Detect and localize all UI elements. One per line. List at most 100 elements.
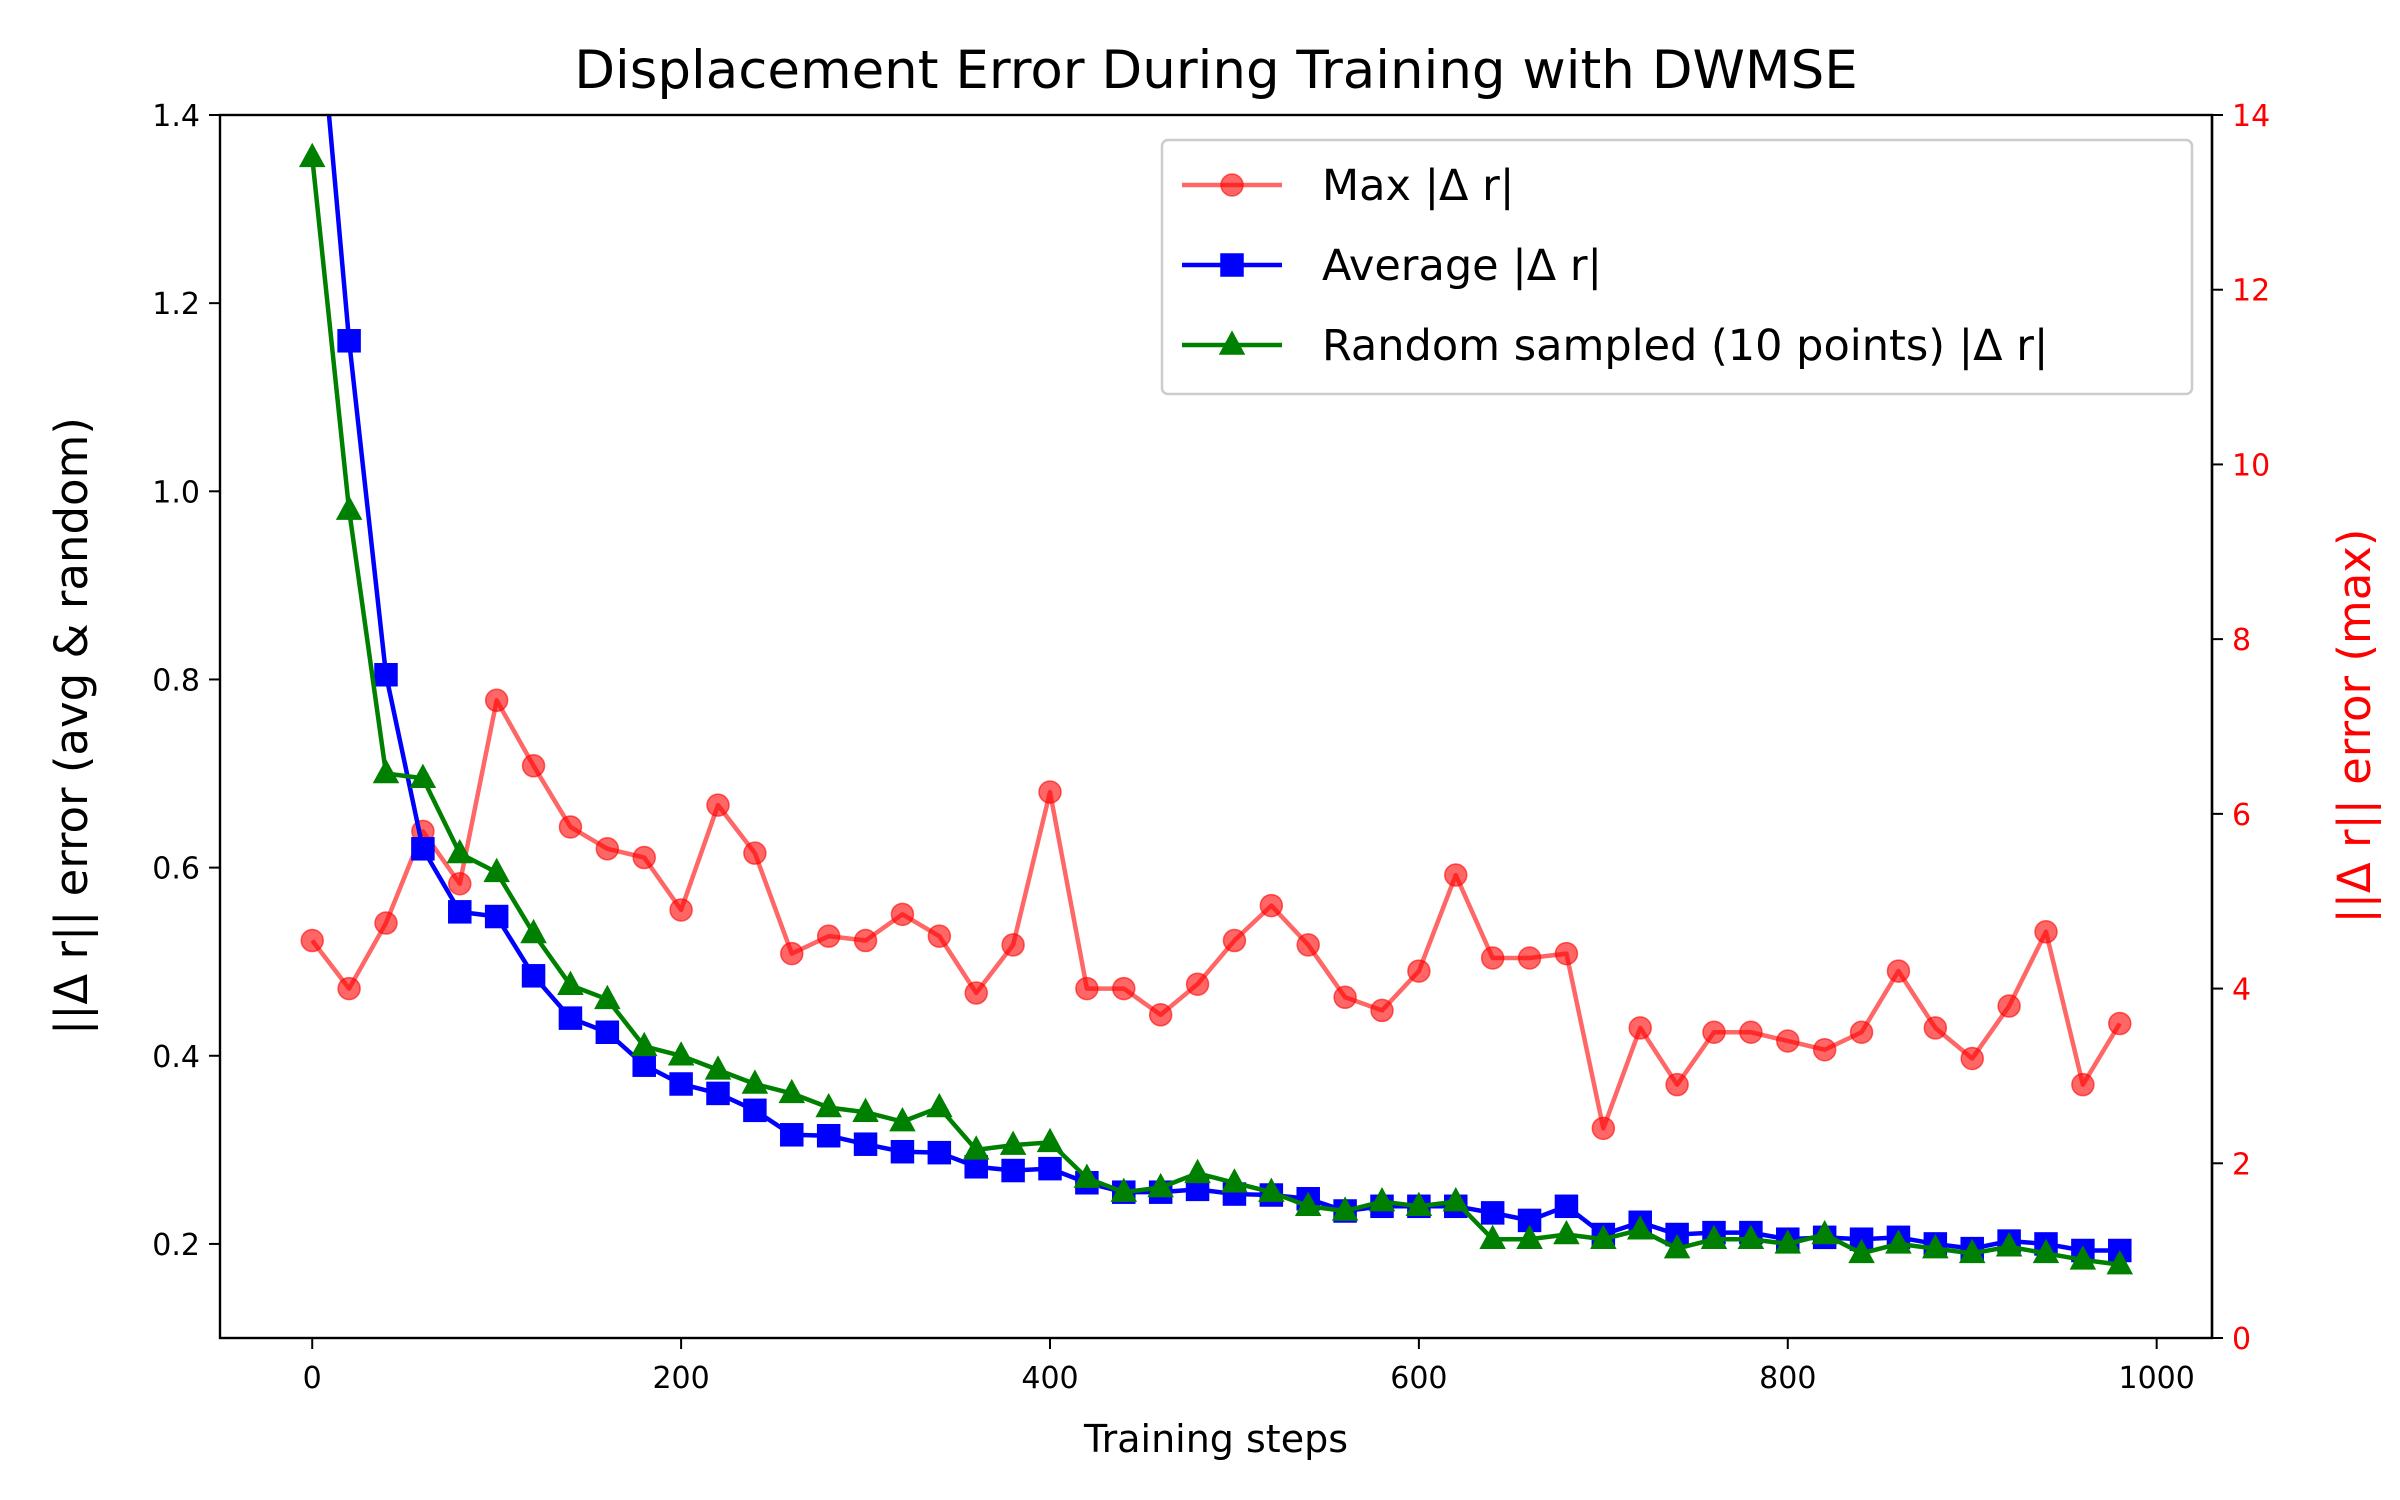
data-point bbox=[1258, 1177, 1285, 1202]
x-tick-label: 400 bbox=[1021, 1361, 1078, 1396]
data-point bbox=[1147, 1172, 1174, 1198]
data-point bbox=[483, 857, 510, 883]
data-point bbox=[1700, 1224, 1728, 1249]
data-point bbox=[595, 1020, 620, 1044]
chart-title: Displacement Error During Training with … bbox=[574, 40, 1858, 101]
data-point bbox=[1885, 1229, 1912, 1254]
data-point bbox=[1626, 1215, 1654, 1240]
data-point bbox=[927, 1140, 952, 1165]
data-point bbox=[1590, 1224, 1617, 1249]
data-point bbox=[1663, 1234, 1691, 1259]
data-point bbox=[1516, 1224, 1543, 1249]
y-right-tick-label: 10 bbox=[2232, 448, 2270, 483]
data-point bbox=[1517, 946, 1542, 970]
data-point bbox=[1368, 1187, 1396, 1212]
data-point bbox=[448, 900, 472, 924]
legend-marker bbox=[1220, 253, 1244, 277]
data-point bbox=[1073, 1163, 1101, 1188]
y-axis-left-label: ||Δ r|| error (avg & random) bbox=[45, 417, 98, 1035]
y-right-tick-label: 8 bbox=[2232, 623, 2251, 658]
data-point bbox=[1038, 780, 1062, 804]
data-point bbox=[298, 142, 326, 168]
data-point bbox=[962, 1135, 990, 1160]
data-point bbox=[1811, 1219, 1838, 1245]
data-point bbox=[1221, 1168, 1248, 1193]
data-point bbox=[926, 1092, 953, 1118]
data-point bbox=[1185, 972, 1210, 996]
data-point bbox=[2034, 920, 2058, 944]
x-tick-label: 600 bbox=[1390, 1361, 1447, 1396]
data-point bbox=[409, 763, 437, 788]
data-point bbox=[741, 1069, 769, 1094]
y-right-tick-label: 6 bbox=[2232, 798, 2251, 833]
data-point bbox=[1554, 941, 1579, 966]
data-point bbox=[853, 1132, 878, 1156]
data-point bbox=[1407, 959, 1431, 983]
data-point bbox=[1739, 1020, 1763, 1044]
data-point bbox=[1995, 1232, 2023, 1257]
x-axis: 0 200 400 600 800 1000 bbox=[303, 1338, 2195, 1396]
legend: Max |Δ r| Average |Δ r| Random sampled (10… bbox=[1160, 138, 2194, 396]
data-point bbox=[1628, 1016, 1652, 1040]
x-tick-label: 800 bbox=[1759, 1361, 1816, 1396]
data-point bbox=[1554, 1194, 1579, 1219]
data-point bbox=[669, 1072, 693, 1096]
data-point bbox=[1110, 1177, 1138, 1202]
data-point bbox=[557, 970, 584, 995]
data-point bbox=[1036, 1127, 1064, 1153]
data-point bbox=[1923, 1016, 1948, 1040]
data-point bbox=[816, 1123, 841, 1148]
data-point bbox=[484, 904, 509, 929]
data-point bbox=[815, 1092, 842, 1118]
data-point bbox=[1296, 933, 1320, 957]
data-point bbox=[374, 911, 398, 935]
data-point bbox=[337, 976, 361, 1001]
data-point bbox=[337, 329, 361, 353]
legend-label: Max |Δ r| bbox=[1322, 161, 1514, 211]
y-right-tick-label: 0 bbox=[2232, 1322, 2251, 1357]
data-point bbox=[778, 1078, 806, 1104]
data-point bbox=[1184, 1158, 1211, 1184]
data-point bbox=[558, 1006, 583, 1030]
data-point bbox=[484, 688, 509, 713]
data-point bbox=[780, 1123, 804, 1147]
x-axis-label: Training steps bbox=[1083, 1417, 1348, 1461]
data-point bbox=[743, 841, 767, 865]
data-point bbox=[521, 964, 546, 988]
data-point bbox=[1553, 1219, 1580, 1245]
data-point bbox=[1848, 1238, 1875, 1264]
series-layer bbox=[298, 115, 2134, 1275]
data-point bbox=[780, 941, 804, 966]
data-point bbox=[1148, 1003, 1173, 1027]
data-point bbox=[1222, 928, 1247, 953]
x-tick-label: 1000 bbox=[2118, 1361, 2194, 1396]
data-point bbox=[667, 1041, 695, 1066]
y-right-tick-label: 4 bbox=[2232, 973, 2251, 1008]
data-point bbox=[335, 495, 363, 520]
legend-label: Average |Δ r| bbox=[1322, 241, 1602, 291]
y-left-tick-label: 1.0 bbox=[152, 475, 200, 510]
legend-box bbox=[1160, 138, 2194, 396]
data-point bbox=[1849, 1020, 1874, 1044]
data-point bbox=[1405, 1191, 1433, 1217]
y-left-tick-label: 0.8 bbox=[152, 663, 200, 698]
data-point bbox=[1331, 1196, 1359, 1221]
data-point bbox=[927, 924, 952, 948]
data-point bbox=[1333, 985, 1357, 1010]
data-point bbox=[1442, 1187, 1470, 1212]
data-point bbox=[520, 918, 547, 944]
data-point bbox=[1737, 1224, 1765, 1249]
data-point bbox=[630, 1031, 658, 1057]
data-point bbox=[964, 981, 988, 1005]
data-point bbox=[1479, 1224, 1506, 1249]
y-left-tick-label: 0.6 bbox=[152, 852, 200, 887]
data-point bbox=[1112, 976, 1136, 1001]
data-point bbox=[890, 1139, 915, 1164]
data-point bbox=[372, 758, 400, 784]
data-point bbox=[1259, 893, 1284, 918]
data-point bbox=[558, 815, 583, 839]
y-left-tick-label: 0.4 bbox=[152, 1040, 200, 1075]
legend-label: Random sampled (10 points) |Δ r| bbox=[1322, 321, 2048, 371]
data-point bbox=[374, 663, 398, 687]
